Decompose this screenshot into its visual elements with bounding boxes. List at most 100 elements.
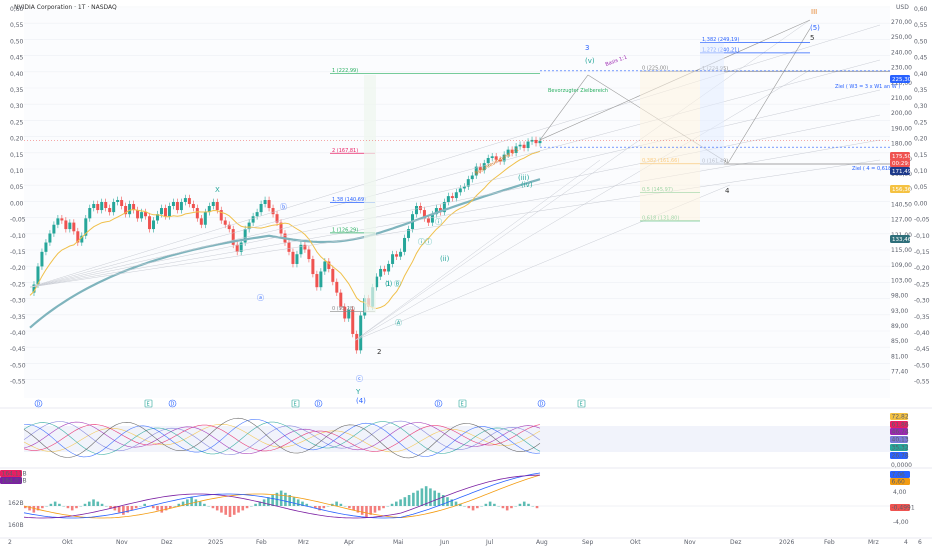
- osc2-line: [23, 474, 541, 519]
- candle-body: [343, 306, 347, 319]
- right-pct-tick: 0,15: [914, 152, 928, 159]
- osc2-hist-bar: [467, 506, 471, 509]
- left-axis-tick: 0,05: [10, 184, 24, 191]
- fan-line: [29, 159, 881, 288]
- price-badge-bg: [890, 185, 910, 193]
- event-badge-label: E: [147, 402, 150, 408]
- osc2-tick: 4,00: [893, 489, 907, 496]
- candle-body: [60, 218, 64, 221]
- candle-body: [359, 315, 363, 351]
- right-pct-tick: 0,60: [914, 6, 928, 13]
- left-axis-tick: -0,25: [10, 281, 26, 288]
- event-badge: [144, 399, 153, 408]
- event-badge: [168, 399, 177, 408]
- price-badge: 225,30: [890, 75, 912, 83]
- candle-body: [275, 214, 279, 223]
- fan-line: [29, 24, 881, 288]
- fib-zone: [700, 42, 724, 165]
- price-badge-bg: [890, 235, 910, 243]
- fib-label: 2 (167,81): [332, 148, 358, 154]
- candle-body: [438, 208, 442, 213]
- candle-body: [522, 144, 526, 149]
- x-axis-tick: Mrz: [298, 539, 309, 546]
- right-pct-tick: -0,20: [914, 265, 930, 272]
- elliott-wave-label: ⓘⓘ: [418, 238, 432, 246]
- candle-body: [52, 224, 56, 234]
- osc1-badge-label: 46,74: [892, 429, 909, 436]
- event-badge-label: E: [294, 402, 297, 408]
- candle-body: [295, 254, 299, 264]
- osc2-hist-bar: [109, 506, 112, 509]
- left-axis-tick: 0,00: [10, 200, 24, 207]
- osc2-hist-bar: [211, 506, 215, 509]
- osc2-hist-bar: [424, 486, 428, 506]
- osc2-left-badge-label: 164,11B: [2, 471, 27, 478]
- osc2-hist-bar: [164, 506, 168, 511]
- candle-body: [347, 309, 351, 319]
- left-axis-tick: -0,40: [10, 330, 26, 337]
- candle-body: [518, 144, 522, 147]
- osc2-hist-bar: [399, 499, 402, 506]
- osc2-hist-bar: [446, 497, 449, 506]
- fan-line: [29, 89, 881, 288]
- candle-body: [259, 203, 263, 213]
- osc2-hist-bar: [488, 501, 492, 506]
- right-pct-tick: -0,55: [914, 379, 930, 386]
- osc2-hist-bar: [476, 506, 479, 509]
- candle-body: [144, 212, 148, 217]
- osc2-hist-bar: [100, 503, 104, 506]
- left-axis-tick: 0,45: [10, 55, 24, 62]
- candle-body: [76, 231, 80, 243]
- candle-body: [187, 198, 191, 204]
- right-price-tick: 109,00: [891, 262, 912, 269]
- osc2-hist-bar: [416, 490, 419, 506]
- price-badge-label: 133,46: [892, 237, 912, 243]
- right-pct-tick: 0,40: [914, 71, 928, 78]
- osc2-hist-bar: [356, 506, 360, 513]
- osc2-hist-bar: [518, 503, 522, 506]
- osc2-hist-bar: [258, 501, 262, 506]
- osc2-hist-bar: [232, 506, 236, 515]
- x-axis-tick: Dez: [730, 539, 741, 546]
- osc2-hist-bar: [241, 506, 245, 511]
- chart-annotation: Ziel ( 4 = 0,618: [852, 166, 891, 172]
- event-badge: [434, 399, 443, 408]
- osc2-hist-bar: [66, 506, 70, 509]
- candle-body: [450, 196, 454, 199]
- candle-body: [399, 251, 403, 257]
- left-axis-tick: 0,30: [10, 103, 24, 110]
- osc2-hist-bar: [471, 506, 475, 511]
- left-axis-tick: 0,40: [10, 71, 24, 78]
- candle-body: [80, 235, 84, 243]
- left-axis-tick: 0,50: [10, 38, 24, 45]
- event-badge: [537, 399, 546, 408]
- ma-slow-line: [29, 178, 541, 329]
- right-pct-tick: 0,55: [914, 22, 928, 29]
- candle-body: [538, 140, 542, 144]
- osc1-badge-label: 40,13: [892, 437, 909, 444]
- price-badge-bg: [890, 167, 910, 175]
- right-price-tick: 127,00: [891, 217, 912, 224]
- osc2-hist-bar: [126, 506, 129, 513]
- osc2-hist-bar: [83, 503, 87, 506]
- osc2-hist-bar: [58, 503, 61, 506]
- x-axis-tick: Apr: [344, 539, 355, 546]
- price-badge: 133,46: [890, 235, 912, 243]
- candle-body: [195, 208, 199, 219]
- osc1-line: [23, 420, 541, 456]
- osc2-hist-bar: [41, 506, 44, 509]
- osc1-badge: [890, 436, 908, 443]
- candle-body: [327, 261, 331, 269]
- osc2-badge: [890, 478, 910, 485]
- candle-body: [140, 212, 144, 219]
- right-price-tick: 81,00: [891, 353, 908, 360]
- osc2-hist-bar: [32, 506, 36, 513]
- candle-body: [108, 208, 112, 213]
- price-badge-label: 00:29:40: [892, 161, 917, 167]
- candle-body: [219, 210, 223, 221]
- right-pct-tick: 0,00: [914, 200, 928, 207]
- elliott-wave-label: (v): [585, 57, 595, 65]
- right-pct-tick: -0,35: [914, 314, 930, 321]
